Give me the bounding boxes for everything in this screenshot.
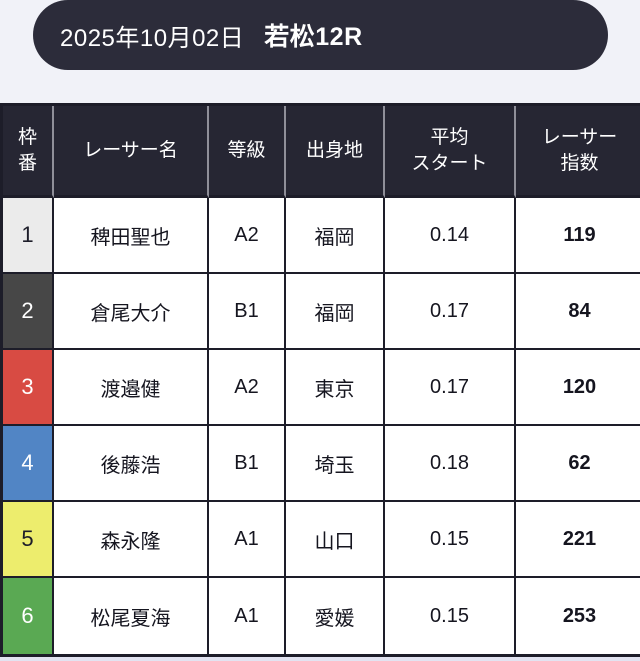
racer-entry-table: 枠 番 レーサー名 等級 出身地 平均 スタート レーサー 指数 1 稗田聖也 … xyxy=(0,103,640,657)
table-row: 1 稗田聖也 A2 福岡 0.14 119 xyxy=(3,198,640,274)
racer-name-cell: 倉尾大介 xyxy=(54,274,209,350)
race-title: 若松12R xyxy=(264,23,363,51)
avg-start-cell: 0.15 xyxy=(385,578,516,654)
racer-index-cell: 120 xyxy=(516,350,640,426)
table-row: 4 後藤浩 B1 埼玉 0.18 62 xyxy=(3,426,640,502)
hometown-cell: 福岡 xyxy=(286,274,385,350)
race-date: 2025年10月02日 xyxy=(60,24,245,52)
avg-start-cell: 0.15 xyxy=(385,502,516,578)
avg-start-cell: 0.17 xyxy=(385,274,516,350)
racer-name-cell: 後藤浩 xyxy=(54,426,209,502)
avg-start-cell: 0.18 xyxy=(385,426,516,502)
col-header-avg-start: 平均 スタート xyxy=(385,106,516,198)
lane-cell: 1 xyxy=(3,198,54,274)
grade-cell: B1 xyxy=(209,274,286,350)
race-header-pill: 2025年10月02日 若松12R xyxy=(33,0,608,70)
hometown-cell: 山口 xyxy=(286,502,385,578)
avg-start-cell: 0.17 xyxy=(385,350,516,426)
racer-name-cell: 稗田聖也 xyxy=(54,198,209,274)
col-header-racer-index: レーサー 指数 xyxy=(516,106,640,198)
racer-name-cell: 松尾夏海 xyxy=(54,578,209,654)
hometown-cell: 埼玉 xyxy=(286,426,385,502)
table-row: 2 倉尾大介 B1 福岡 0.17 84 xyxy=(3,274,640,350)
grade-cell: A2 xyxy=(209,198,286,274)
lane-cell: 5 xyxy=(3,502,54,578)
lane-cell: 4 xyxy=(3,426,54,502)
col-header-grade: 等級 xyxy=(209,106,286,198)
grade-cell: A1 xyxy=(209,578,286,654)
racer-index-cell: 253 xyxy=(516,578,640,654)
table-row: 3 渡邉健 A2 東京 0.17 120 xyxy=(3,350,640,426)
racer-name-cell: 渡邉健 xyxy=(54,350,209,426)
lane-cell: 2 xyxy=(3,274,54,350)
racer-name-cell: 森永隆 xyxy=(54,502,209,578)
grade-cell: A2 xyxy=(209,350,286,426)
hometown-cell: 東京 xyxy=(286,350,385,426)
col-header-racer-name: レーサー名 xyxy=(54,106,209,198)
table-header-row: 枠 番 レーサー名 等級 出身地 平均 スタート レーサー 指数 xyxy=(3,106,640,198)
racer-index-cell: 62 xyxy=(516,426,640,502)
hometown-cell: 福岡 xyxy=(286,198,385,274)
grade-cell: B1 xyxy=(209,426,286,502)
col-header-hometown: 出身地 xyxy=(286,106,385,198)
racer-index-cell: 84 xyxy=(516,274,640,350)
hometown-cell: 愛媛 xyxy=(286,578,385,654)
avg-start-cell: 0.14 xyxy=(385,198,516,274)
lane-cell: 6 xyxy=(3,578,54,654)
col-header-lane: 枠 番 xyxy=(3,106,54,198)
racer-index-cell: 221 xyxy=(516,502,640,578)
racer-index-cell: 119 xyxy=(516,198,640,274)
grade-cell: A1 xyxy=(209,502,286,578)
lane-cell: 3 xyxy=(3,350,54,426)
bottom-strip xyxy=(0,657,640,661)
table-row: 5 森永隆 A1 山口 0.15 221 xyxy=(3,502,640,578)
table-row: 6 松尾夏海 A1 愛媛 0.15 253 xyxy=(3,578,640,654)
